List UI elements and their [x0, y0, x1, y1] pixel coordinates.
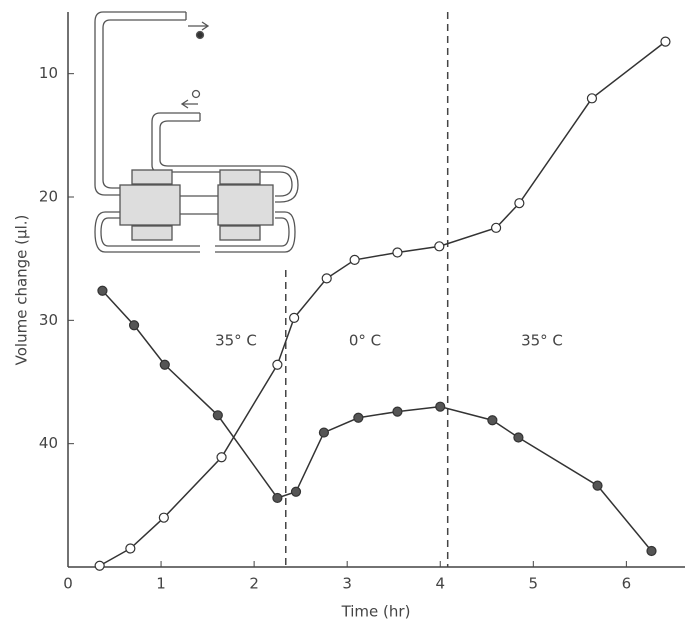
- data-point: [646, 545, 657, 557]
- data-point: [435, 401, 446, 412]
- data-point: [212, 410, 223, 421]
- data-point: [272, 359, 283, 370]
- data-point: [158, 512, 169, 523]
- data-point: [125, 543, 136, 554]
- data-point: [216, 452, 227, 463]
- x-tick-label: 3: [342, 575, 352, 593]
- data-point: [660, 36, 671, 47]
- x-tick-label: 5: [529, 575, 539, 593]
- data-point: [159, 359, 170, 370]
- y-axis-title: Volume change (µl.): [13, 215, 31, 366]
- apparatus-inset: [94, 11, 299, 253]
- data-point: [290, 486, 302, 497]
- x-tick-label: 4: [435, 575, 445, 593]
- data-point: [321, 273, 332, 284]
- data-point: [289, 312, 300, 323]
- y-tick-label: 30: [39, 311, 58, 329]
- series-line: [101, 290, 653, 552]
- data-point: [392, 247, 403, 258]
- data-point: [490, 222, 502, 233]
- temperature-label: 35° C: [215, 332, 257, 350]
- x-axis-title: Time (hr): [341, 603, 411, 621]
- x-tick-label: 2: [249, 575, 259, 593]
- data-point: [392, 406, 403, 417]
- data-point: [592, 480, 603, 491]
- y-tick-label: 20: [39, 188, 58, 206]
- x-tick-label: 1: [156, 575, 166, 593]
- y-tick-label: 10: [39, 64, 58, 82]
- data-point: [94, 560, 105, 571]
- data-point: [128, 320, 140, 331]
- data-point: [349, 254, 360, 265]
- data-point: [586, 93, 598, 104]
- x-tick-label: 6: [622, 575, 632, 593]
- data-point: [514, 198, 525, 209]
- temperature-label: 35° C: [521, 332, 563, 350]
- series-line: [99, 41, 666, 567]
- data-point: [353, 412, 364, 423]
- temperature-label: 0° C: [349, 332, 381, 350]
- x-tick-label: 0: [63, 575, 73, 593]
- data-point: [97, 285, 108, 296]
- y-tick-label: 40: [39, 434, 58, 452]
- data-point: [318, 427, 330, 438]
- data-point: [272, 492, 283, 504]
- data-point: [487, 415, 498, 426]
- data-point: [434, 241, 445, 252]
- data-point: [513, 432, 524, 443]
